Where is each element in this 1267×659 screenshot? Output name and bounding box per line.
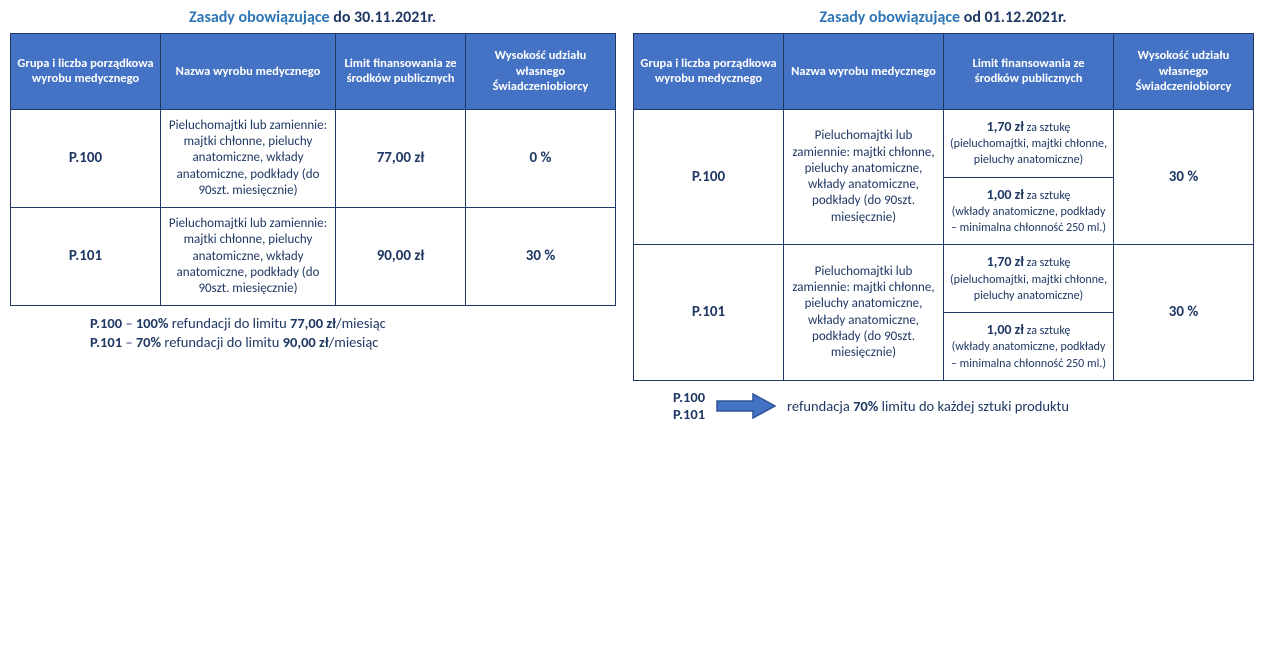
- right-column: Zasady obowiązujące od 01.12.2021r. Grup…: [633, 8, 1253, 422]
- right-col-1: Grupa i liczba porządkowa wyrobu medyczn…: [634, 34, 784, 110]
- right-row1-limit-a-unit: za sztukę: [1024, 121, 1070, 135]
- right-footer-code-b: P.101: [673, 406, 705, 423]
- right-footer-text: refundacja 70% limitu do każdej sztuki p…: [787, 397, 1069, 415]
- right-footer-post: limitu do każdej sztuki produktu: [878, 397, 1069, 415]
- right-row2-limit-b-sub: (wkłady anatomiczne, podkłady – minimaln…: [951, 340, 1106, 370]
- right-row2-limit-b-money: 1,00 zł: [987, 321, 1024, 338]
- left-f1-dash: –: [122, 314, 136, 332]
- left-f2-suffix: /miesiąc: [329, 333, 379, 351]
- right-title-strong: od 01.12.2021r.: [964, 8, 1067, 27]
- left-f2-mid: refundacji do limitu: [161, 333, 283, 351]
- left-table: Grupa i liczba porządkowa wyrobu medyczn…: [10, 33, 616, 306]
- right-row2-limit-a-sub: (pieluchomajtki, majtki chłonne, pieluch…: [950, 273, 1107, 303]
- right-col-4: Wysokość udziału własnego Świadczeniobio…: [1114, 34, 1254, 110]
- left-column: Zasady obowiązujące do 30.11.2021r. Grup…: [10, 8, 615, 352]
- right-row1-share: 30 %: [1114, 109, 1254, 245]
- right-row1-code: P.100: [634, 109, 784, 245]
- right-footer-code-a: P.100: [673, 389, 705, 406]
- left-f2-dash: –: [122, 333, 136, 351]
- right-title: Zasady obowiązujące od 01.12.2021r.: [633, 8, 1253, 27]
- left-f2-pct: 70%: [136, 333, 161, 351]
- right-row1-desc: Pieluchomajtki lub zamiennie: majtki chł…: [784, 109, 944, 245]
- left-title: Zasady obowiązujące do 30.11.2021r.: [10, 8, 615, 27]
- right-row1-limit-b-unit: za sztukę: [1024, 189, 1070, 203]
- page-wrap: Zasady obowiązujące do 30.11.2021r. Grup…: [10, 8, 1257, 422]
- left-col-1: Grupa i liczba porządkowa wyrobu medyczn…: [11, 34, 161, 110]
- left-row1-code: P.100: [11, 109, 161, 207]
- left-row1-share: 0 %: [466, 109, 616, 207]
- left-header-row: Grupa i liczba porządkowa wyrobu medyczn…: [11, 34, 616, 110]
- left-footer-line-1: P.100 – 100% refundacji do limitu 77,00 …: [90, 314, 615, 332]
- right-row1-limit-b-sub: (wkłady anatomiczne, podkłady – minimaln…: [951, 205, 1106, 235]
- right-footer: P.100 P.101 refundacja 70% limitu do każ…: [633, 389, 1253, 422]
- left-footer: P.100 – 100% refundacji do limitu 77,00 …: [10, 314, 615, 351]
- right-footer-pre: refundacja: [787, 397, 853, 415]
- left-title-prefix: Zasady obowiązujące: [189, 8, 333, 27]
- right-table: Grupa i liczba porządkowa wyrobu medyczn…: [633, 33, 1254, 381]
- left-f1-amt: 77,00 zł: [290, 314, 336, 332]
- left-f1-suffix: /miesiąc: [336, 314, 386, 332]
- left-row2-desc: Pieluchomajtki lub zamiennie: majtki chł…: [161, 208, 336, 306]
- table-row: P.101 Pieluchomajtki lub zamiennie: majt…: [11, 208, 616, 306]
- right-row1-limit-b: 1,00 zł za sztukę (wkłady anatomiczne, p…: [944, 177, 1114, 245]
- left-f2-amt: 90,00 zł: [283, 333, 329, 351]
- left-col-2: Nazwa wyrobu medycznego: [161, 34, 336, 110]
- right-row1-limit-a: 1,70 zł za sztukę (pieluchomajtki, majtk…: [944, 109, 1114, 177]
- right-row2-limit-a-unit: za sztukę: [1024, 256, 1070, 270]
- left-f1-code: P.100: [90, 314, 122, 332]
- right-row1-limit-a-money: 1,70 zł: [987, 118, 1024, 135]
- left-col-4: Wysokość udziału własnego Świadczeniobio…: [466, 34, 616, 110]
- right-col-3: Limit finansowania ze środków publicznyc…: [944, 34, 1114, 110]
- right-col-2: Nazwa wyrobu medycznego: [784, 34, 944, 110]
- right-row1-limit-b-money: 1,00 zł: [987, 186, 1024, 203]
- left-f1-pct: 100%: [136, 314, 169, 332]
- right-title-prefix: Zasady obowiązujące: [819, 8, 963, 27]
- right-footer-codes: P.100 P.101: [633, 389, 705, 422]
- right-row2-limit-a-money: 1,70 zł: [987, 253, 1024, 270]
- left-f2-code: P.101: [90, 333, 122, 351]
- right-row2-code: P.101: [634, 245, 784, 381]
- arrow-right-icon: [715, 391, 777, 421]
- table-row: P.100 Pieluchomajtki lub zamiennie: majt…: [11, 109, 616, 207]
- left-row2-code: P.101: [11, 208, 161, 306]
- table-row: P.100 Pieluchomajtki lub zamiennie: majt…: [634, 109, 1254, 177]
- left-footer-line-2: P.101 – 70% refundacji do limitu 90,00 z…: [90, 333, 615, 351]
- left-title-strong: do 30.11.2021r.: [333, 8, 436, 27]
- right-row2-limit-b-unit: za sztukę: [1024, 324, 1070, 338]
- right-row2-desc: Pieluchomajtki lub zamiennie: majtki chł…: [784, 245, 944, 381]
- right-row1-limit-a-sub: (pieluchomajtki, majtki chłonne, pieluch…: [950, 137, 1107, 167]
- right-footer-pct: 70%: [853, 397, 878, 415]
- left-f1-mid: refundacji do limitu: [168, 314, 290, 332]
- left-row2-share: 30 %: [466, 208, 616, 306]
- right-row2-share: 30 %: [1114, 245, 1254, 381]
- right-row2-limit-a: 1,70 zł za sztukę (pieluchomajtki, majtk…: [944, 245, 1114, 313]
- table-row: P.101 Pieluchomajtki lub zamiennie: majt…: [634, 245, 1254, 313]
- right-header-row: Grupa i liczba porządkowa wyrobu medyczn…: [634, 34, 1254, 110]
- left-col-3: Limit finansowania ze środków publicznyc…: [336, 34, 466, 110]
- left-row1-desc: Pieluchomajtki lub zamiennie: majtki chł…: [161, 109, 336, 207]
- left-row2-limit: 90,00 zł: [336, 208, 466, 306]
- right-row2-limit-b: 1,00 zł za sztukę (wkłady anatomiczne, p…: [944, 313, 1114, 381]
- left-row1-limit: 77,00 zł: [336, 109, 466, 207]
